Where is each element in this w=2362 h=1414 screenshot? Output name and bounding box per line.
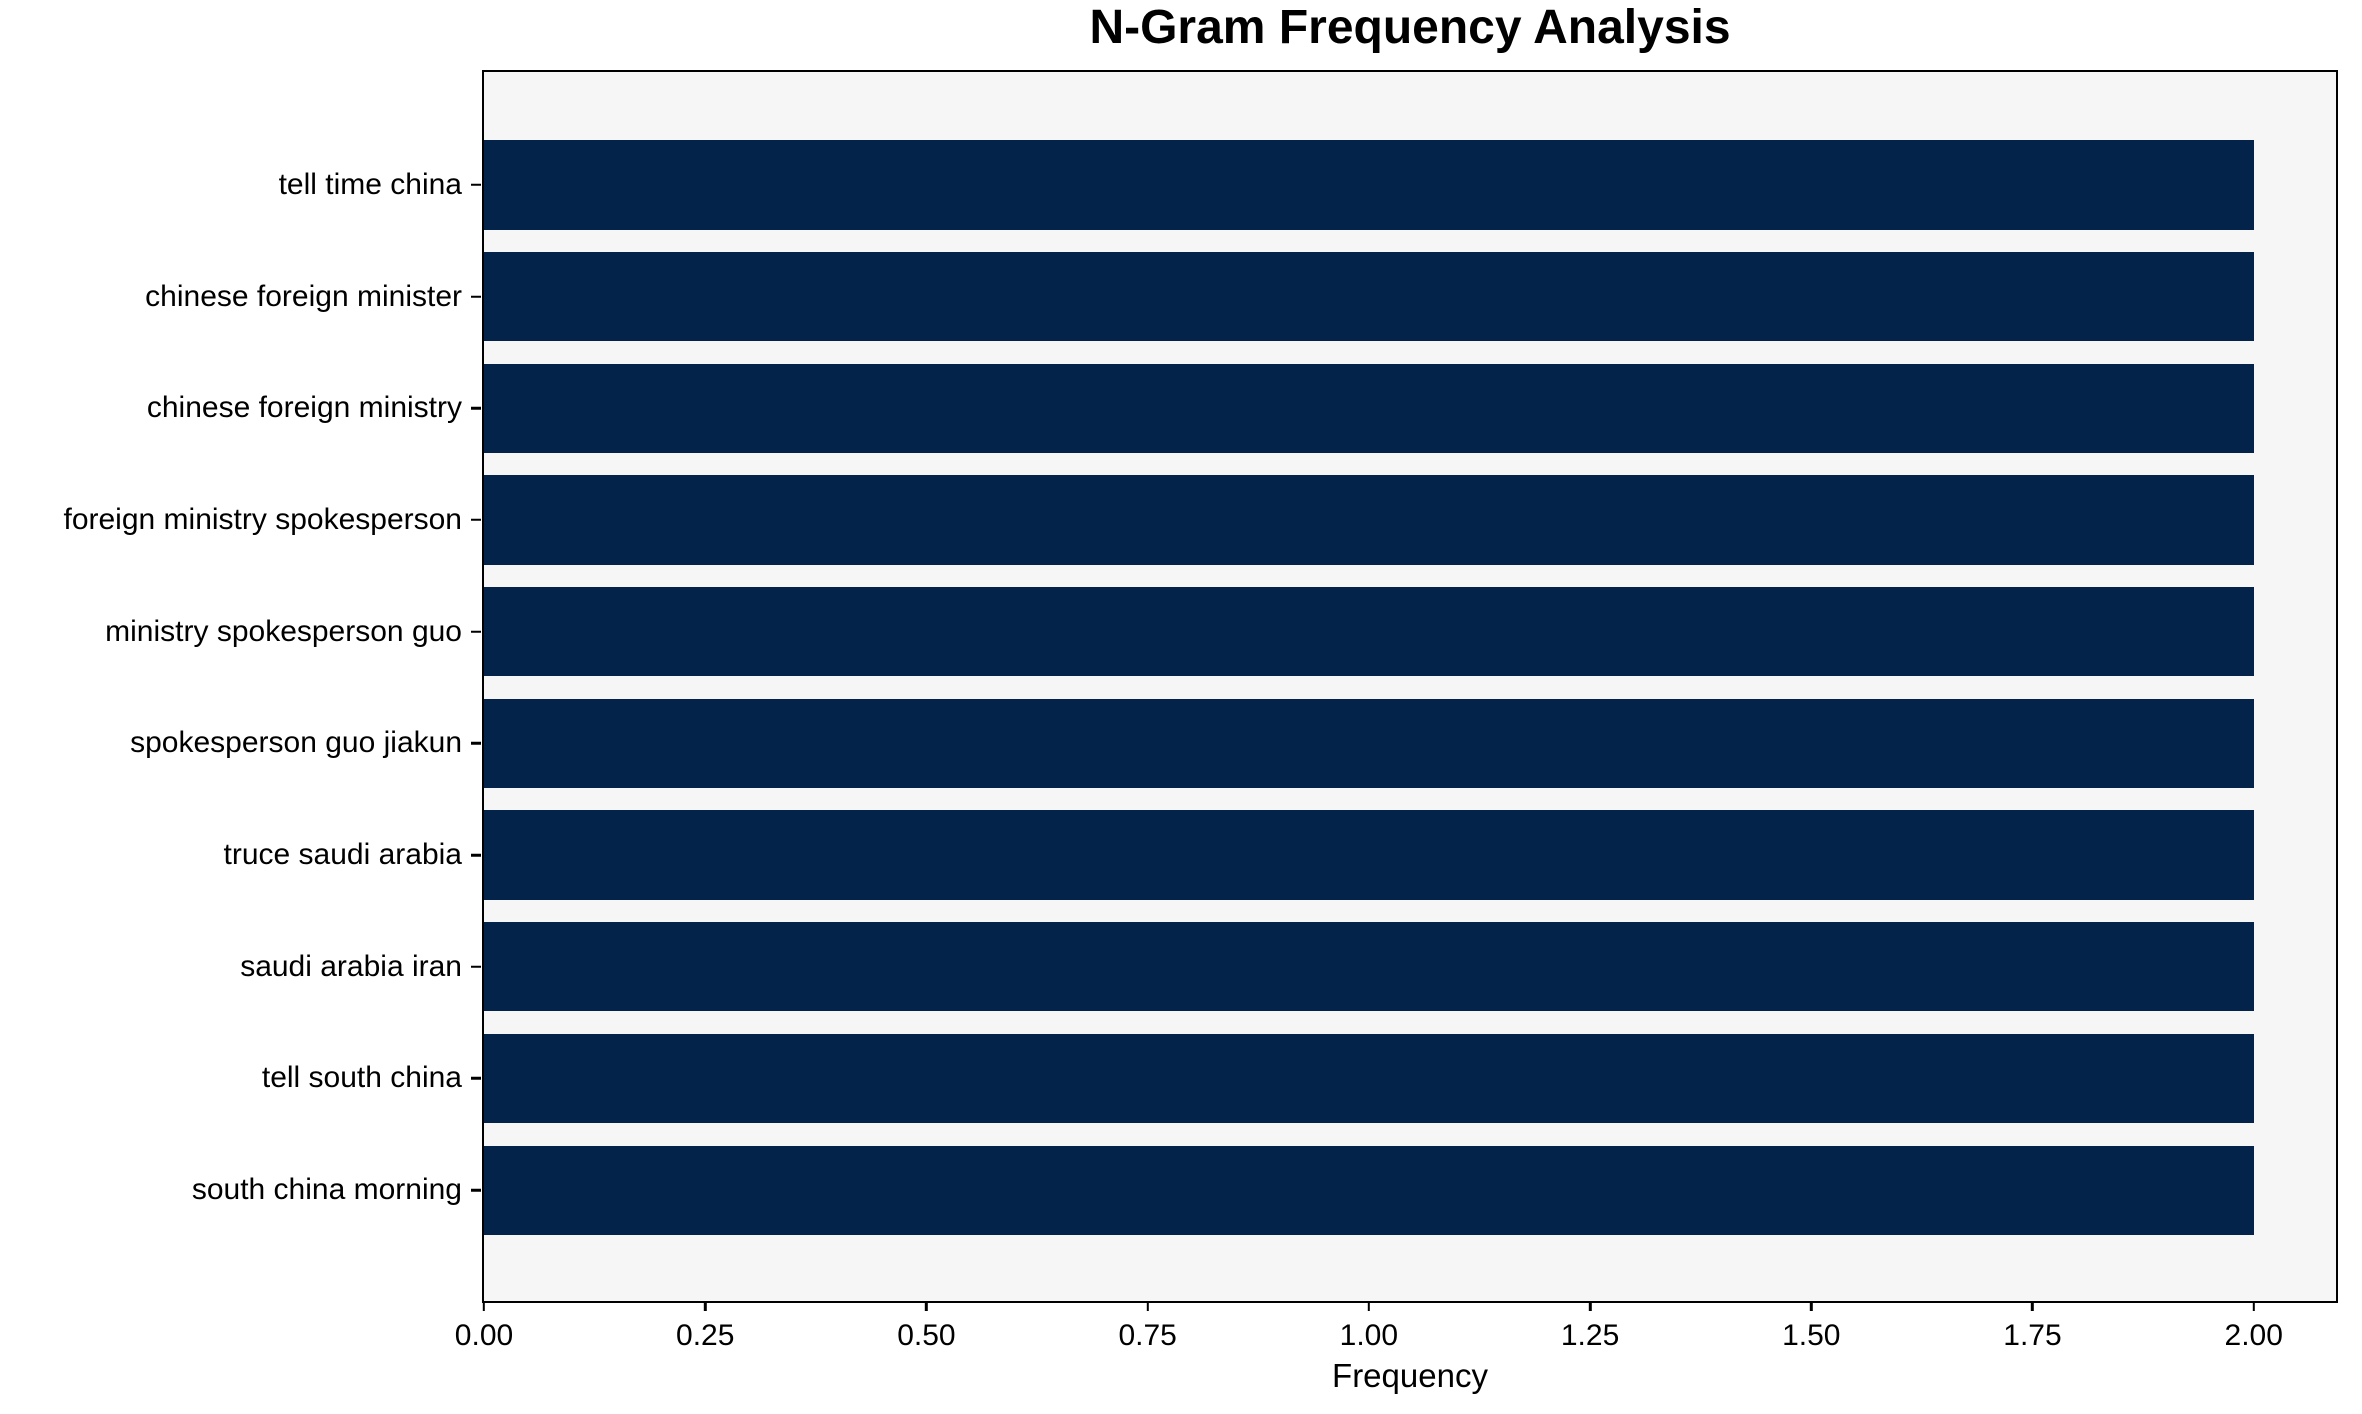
x-tick-label: 0.75 — [1118, 1319, 1177, 1352]
chart-title: N-Gram Frequency Analysis — [1089, 1, 1731, 54]
y-tick-mark — [471, 965, 481, 969]
x-tick: 0.25 — [676, 1301, 734, 1353]
y-tick-mark — [471, 742, 481, 745]
y-tick-mark — [471, 1188, 481, 1192]
x-tick-mark — [1588, 1301, 1592, 1311]
y-tick-label: chinese foreign minister — [145, 279, 462, 313]
x-tick-mark — [2031, 1301, 2034, 1311]
x-tick: 1.75 — [2003, 1301, 2062, 1353]
x-tick-label: 2.00 — [2224, 1319, 2283, 1352]
bar — [484, 698, 2254, 789]
x-tick-label: 1.75 — [2003, 1319, 2062, 1352]
x-tick-mark — [925, 1301, 928, 1311]
bar — [484, 475, 2254, 565]
y-tick-mark — [471, 295, 481, 298]
bar-row: foreign ministry spokesperson — [63, 464, 2336, 576]
bar-row: saudi arabia iran — [240, 911, 2336, 1023]
y-tick-label: spokesperson guo jiakun — [130, 726, 462, 760]
x-tick: 0.75 — [1118, 1301, 1177, 1353]
bar-row: truce saudi arabia — [224, 799, 2336, 911]
x-axis: 0.00 0.25 0.50 0.75 1.00 1.25 1.50 1.75 … — [455, 1301, 2336, 1391]
x-tick: 2.00 — [2225, 1301, 2283, 1353]
x-tick: 1.50 — [1782, 1301, 1840, 1353]
x-tick-label: 0.00 — [454, 1319, 514, 1352]
bar — [484, 922, 2254, 1012]
y-tick-mark — [471, 183, 481, 187]
bar — [484, 1033, 2254, 1124]
y-tick-label: truce saudi arabia — [223, 838, 462, 872]
y-tick-label: south china morning — [191, 1173, 462, 1207]
x-tick-mark — [2252, 1301, 2255, 1311]
bar-row: ministry spokesperson guo — [105, 576, 2336, 688]
bar — [484, 1145, 2254, 1235]
x-tick-mark — [482, 1301, 486, 1311]
y-tick-mark — [471, 853, 481, 857]
x-tick-mark — [703, 1301, 707, 1311]
x-tick-label: 0.50 — [897, 1319, 956, 1352]
bar-row: chinese foreign minister — [145, 241, 2336, 353]
y-tick-mark — [471, 1077, 481, 1080]
bar — [484, 810, 2254, 900]
y-tick-label: ministry spokesperson guo — [105, 614, 462, 648]
plot-area: tell time china chinese foreign minister… — [63, 70, 2338, 1394]
y-tick-label: chinese foreign ministry — [146, 391, 462, 425]
x-tick-mark — [1146, 1301, 1149, 1311]
x-tick-mark — [1367, 1301, 1371, 1311]
x-axis-label: Frequency — [1332, 1357, 1488, 1394]
bar-row: tell south china — [262, 1023, 2336, 1135]
bar-row: spokesperson guo jiakun — [130, 688, 2336, 800]
x-tick: 0.00 — [455, 1301, 513, 1353]
bar — [484, 140, 2254, 230]
bar — [484, 586, 2254, 677]
bars-region: tell time china chinese foreign minister… — [63, 129, 2336, 1246]
x-tick: 1.25 — [1561, 1301, 1619, 1353]
y-tick-label: saudi arabia iran — [240, 949, 462, 983]
bar — [484, 251, 2254, 342]
y-tick-label: tell time china — [278, 167, 462, 201]
x-tick-mark — [1810, 1301, 1813, 1311]
y-tick-label: tell south china — [261, 1061, 462, 1095]
bar-row: south china morning — [192, 1134, 2336, 1246]
x-tick-label: 0.25 — [676, 1319, 735, 1352]
x-tick-label: 1.25 — [1560, 1319, 1620, 1352]
bar-row: tell time china — [279, 129, 2336, 241]
x-tick-label: 1.00 — [1339, 1319, 1399, 1352]
x-tick: 0.50 — [897, 1301, 956, 1353]
y-tick-mark — [471, 630, 481, 633]
y-tick-mark — [471, 518, 481, 522]
y-tick-mark — [471, 407, 481, 410]
bar-row: chinese foreign ministry — [147, 352, 2336, 464]
y-tick-label: foreign ministry spokesperson — [63, 502, 462, 536]
bar — [484, 363, 2254, 453]
x-tick: 1.00 — [1340, 1301, 1398, 1353]
x-tick-label: 1.50 — [1782, 1319, 1841, 1352]
